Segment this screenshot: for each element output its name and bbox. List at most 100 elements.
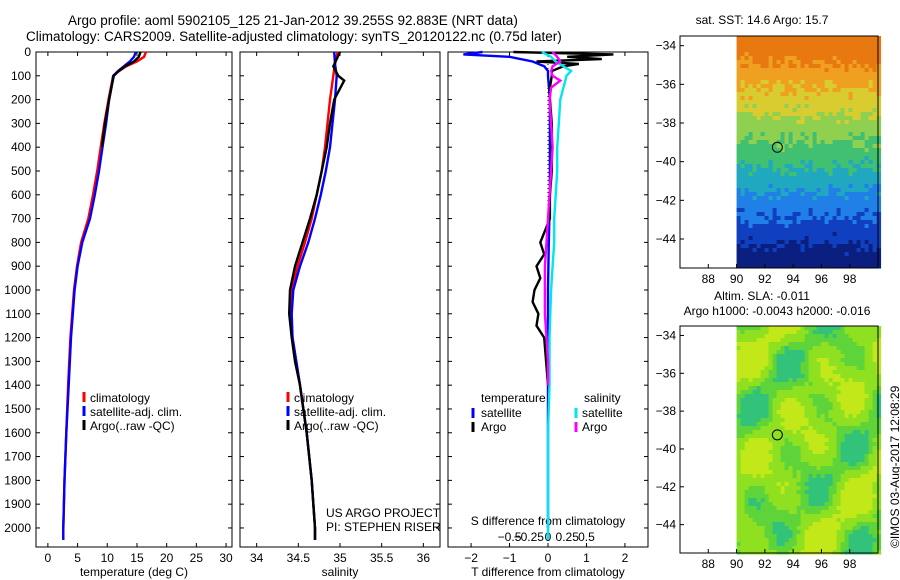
sst-cell [804, 60, 810, 65]
sst-cell [784, 132, 790, 137]
sst-cell [844, 168, 850, 173]
sla-cell [836, 354, 842, 359]
sla-cell [872, 502, 878, 507]
sla-cell [812, 378, 818, 383]
sla-cell [840, 378, 846, 383]
sst-cell [772, 76, 778, 81]
sst-cell [844, 264, 850, 269]
sla-cell [760, 474, 766, 479]
sst-cell [824, 76, 830, 81]
sst-cell [780, 80, 786, 85]
sla-cell [752, 406, 758, 411]
sst-cell [852, 156, 858, 161]
sst-cell [812, 68, 818, 73]
sst-cell [768, 212, 774, 217]
sla-cell [804, 354, 810, 359]
sst-cell [784, 252, 790, 257]
sla-cell [820, 446, 826, 451]
sst-cell [876, 156, 882, 161]
sst-cell [840, 240, 846, 245]
sla-cell [800, 434, 806, 439]
sla-cell [864, 434, 870, 439]
sla-cell [776, 506, 782, 511]
sst-cell [804, 84, 810, 89]
sla-cell [872, 386, 878, 391]
sst-cell [868, 168, 874, 173]
sst-cell [828, 228, 834, 233]
sla-cell [860, 462, 866, 467]
sst-cell [872, 252, 878, 257]
temperature-series-argo-raw-qc- [100, 51, 142, 148]
temperature-xtick-label: 25 [190, 551, 204, 565]
sst-cell [760, 228, 766, 233]
sst-cell [744, 72, 750, 77]
sst-cell [844, 244, 850, 249]
sst-cell [744, 128, 750, 133]
sla-cell [768, 378, 774, 383]
sla-cell [776, 418, 782, 423]
sst-cell [820, 156, 826, 161]
sla-cell [752, 514, 758, 519]
sla-cell [804, 402, 810, 407]
sla-cell [780, 470, 786, 475]
sst-cell [744, 156, 750, 161]
sla-cell [852, 414, 858, 419]
sst-cell [812, 172, 818, 177]
sst-cell [784, 184, 790, 189]
sla-cell [796, 470, 802, 475]
sst-cell [832, 204, 838, 209]
sst-xtick-label: 94 [786, 272, 800, 286]
sst-cell [768, 236, 774, 241]
sst-cell [772, 164, 778, 169]
sst-cell [748, 168, 754, 173]
sla-cell [748, 410, 754, 415]
sst-cell [852, 212, 858, 217]
sla-cell [840, 370, 846, 375]
sla-cell [812, 478, 818, 483]
sst-cell [836, 244, 842, 249]
sst-cell [808, 256, 814, 261]
sla-cell [788, 358, 794, 363]
sla-cell [804, 518, 810, 523]
sla-cell [796, 422, 802, 427]
sst-cell [848, 216, 854, 221]
sst-cell [856, 104, 862, 109]
sst-cell [736, 88, 742, 93]
sla-cell [760, 518, 766, 523]
sla-cell [752, 334, 758, 339]
sla-cell [804, 482, 810, 487]
sla-cell [812, 410, 818, 415]
sla-cell [764, 366, 770, 371]
sst-cell [792, 60, 798, 65]
sla-cell [848, 346, 854, 351]
sst-cell [864, 248, 870, 253]
sst-cell [736, 52, 742, 57]
sst-cell [840, 236, 846, 241]
sst-cell [844, 220, 850, 225]
sst-cell [816, 164, 822, 169]
sst-cell [800, 236, 806, 241]
sst-cell [844, 136, 850, 141]
sla-cell [832, 490, 838, 495]
sla-cell [816, 454, 822, 459]
sst-cell [788, 140, 794, 145]
sla-cell [860, 434, 866, 439]
sst-cell [744, 188, 750, 193]
sla-cell [748, 370, 754, 375]
sst-cell [776, 68, 782, 73]
sst-cell [816, 124, 822, 129]
sla-cell [832, 326, 838, 331]
sla-cell [804, 454, 810, 459]
sla-cell [836, 350, 842, 355]
sst-cell [800, 144, 806, 149]
sst-cell [772, 120, 778, 125]
sst-cell [748, 160, 754, 165]
sla-cell [764, 482, 770, 487]
sst-cell [740, 252, 746, 257]
sst-cell [840, 72, 846, 77]
depth-tick-label: 900 [11, 259, 31, 273]
sla-cell [876, 430, 882, 435]
sla-cell [800, 454, 806, 459]
sla-cell [784, 406, 790, 411]
sst-cell [736, 96, 742, 101]
